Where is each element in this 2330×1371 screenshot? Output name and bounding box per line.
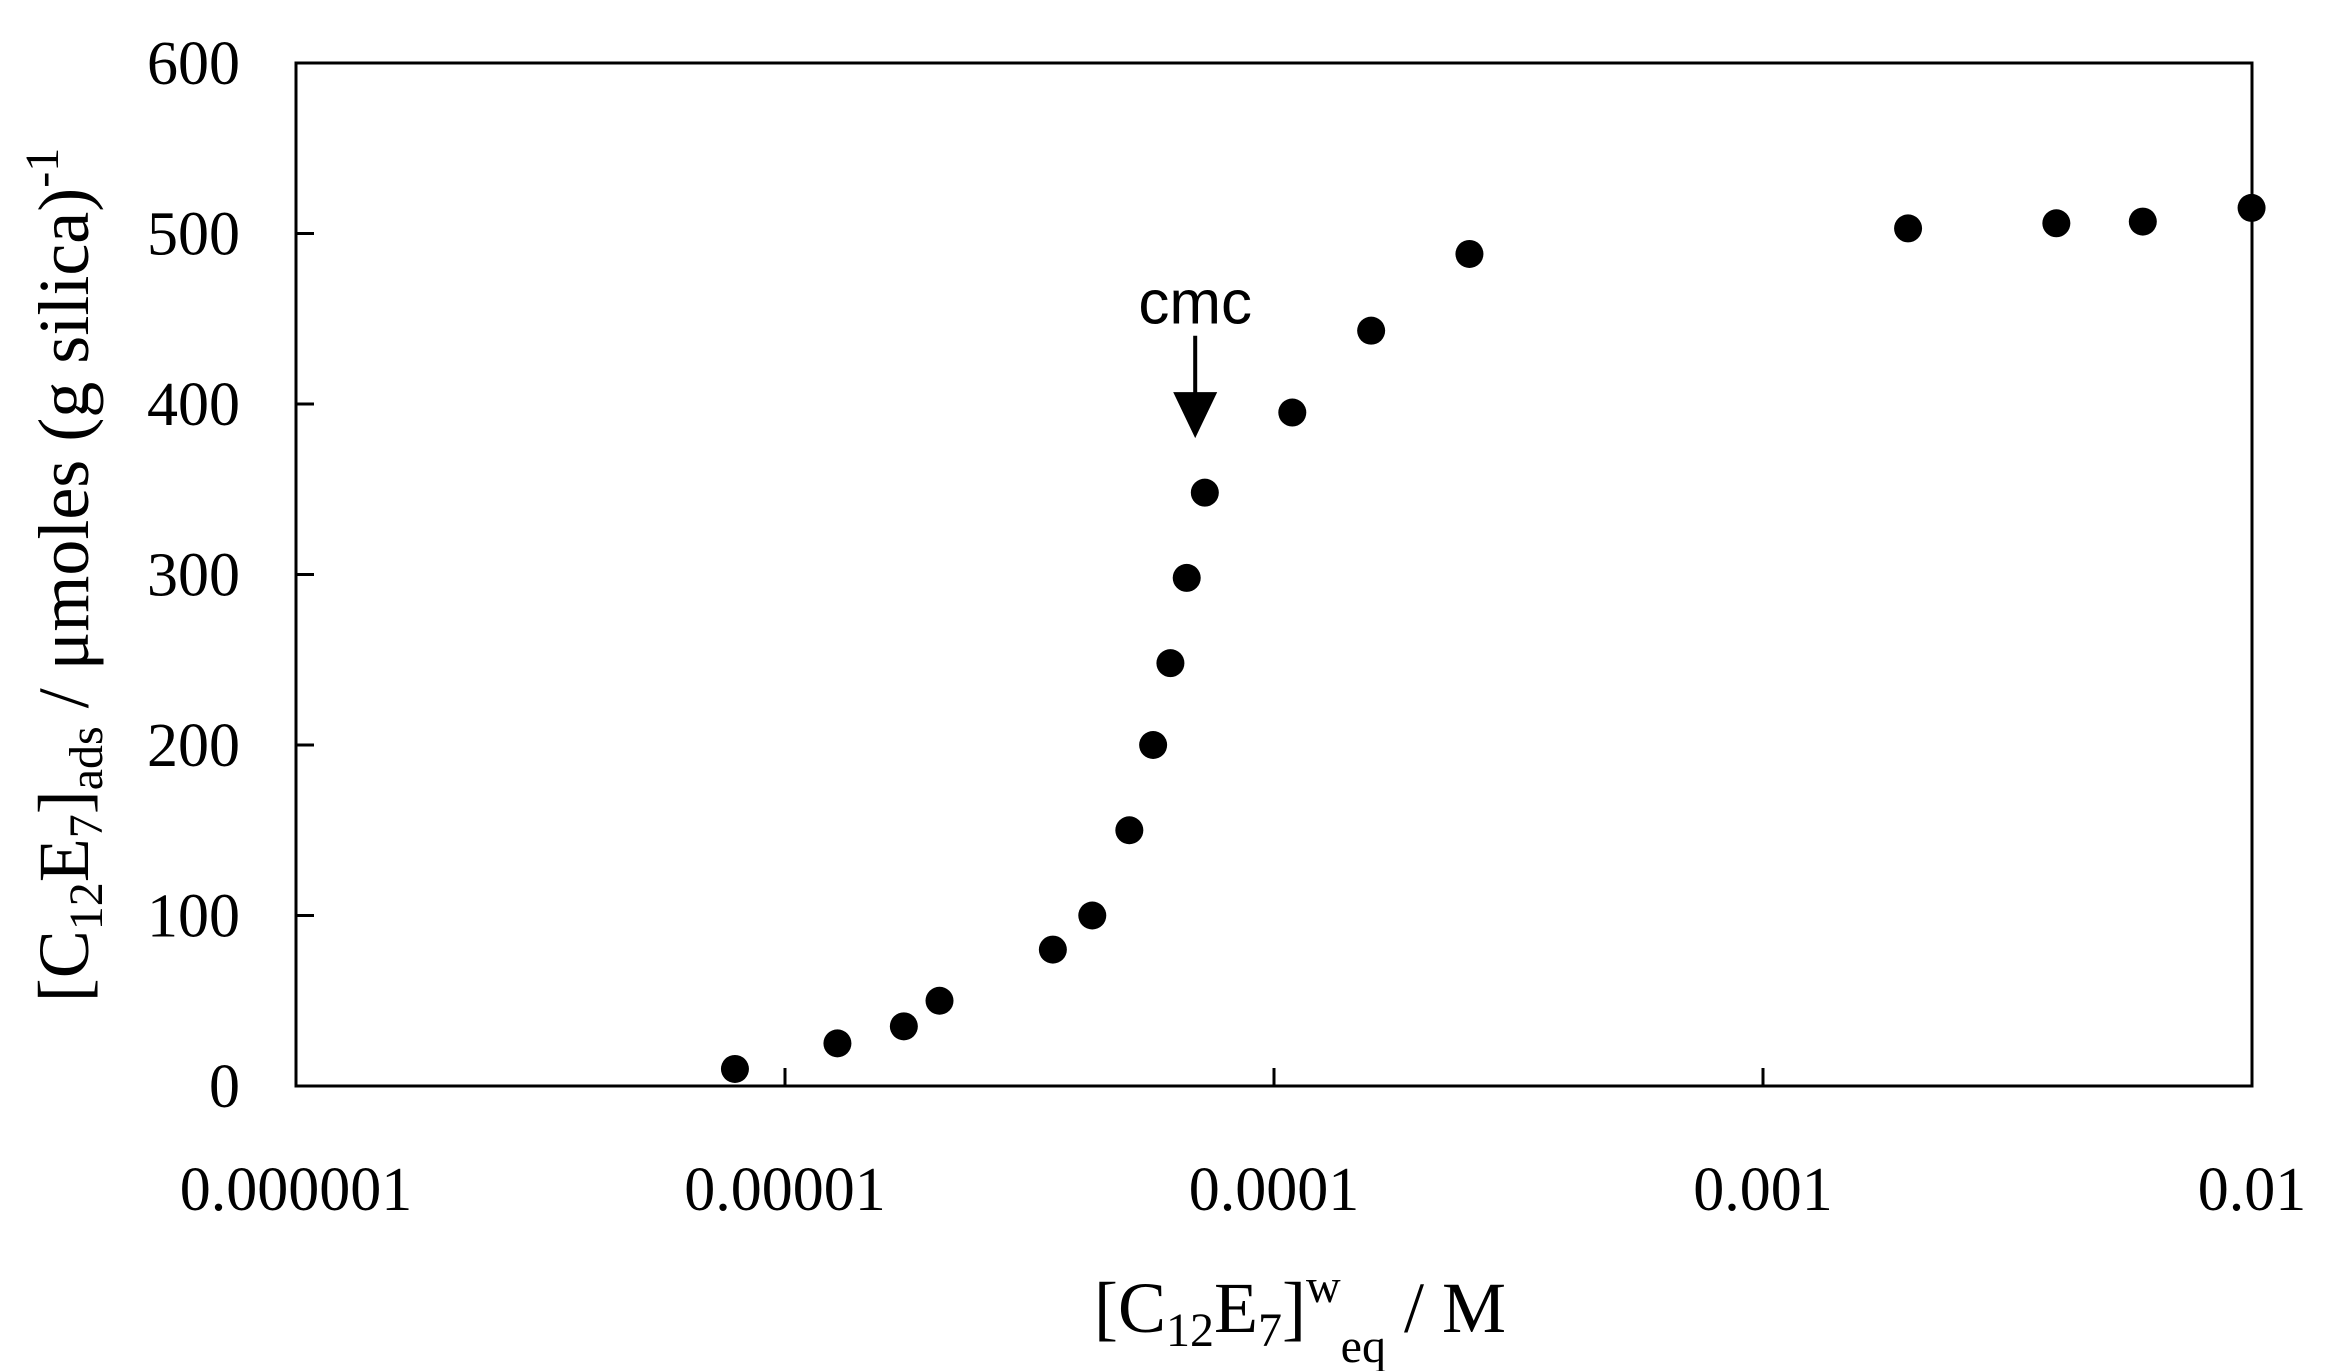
data-points [720, 193, 2266, 1083]
y-axis-title: [C12E7]ads / μmoles (g silica)-1 [16, 148, 113, 1002]
cmc-arrow-head [1173, 392, 1218, 439]
data-point [1190, 478, 1219, 507]
x-tick-label: 0.01 [2198, 1156, 2307, 1224]
data-point [2042, 209, 2071, 238]
y-tick-label: 0 [209, 1053, 240, 1121]
data-point [925, 986, 954, 1015]
x-tick-label: 0.000001 [180, 1156, 413, 1224]
x-tick-label: 0.00001 [684, 1156, 886, 1224]
data-point [1078, 901, 1107, 930]
data-point [1357, 316, 1386, 345]
data-point [1894, 214, 1923, 243]
data-point [889, 1012, 918, 1041]
data-point [1038, 935, 1067, 964]
y-tick-label: 200 [147, 712, 240, 780]
x-tick-label: 0.001 [1693, 1156, 1833, 1224]
data-point [2128, 207, 2157, 236]
data-point [1139, 731, 1168, 759]
cmc-label: cmc [1138, 269, 1252, 338]
x-axis-title: [C12E7]weq / M [1094, 1260, 1506, 1371]
data-point [1156, 649, 1185, 678]
y-tick-label: 400 [147, 371, 240, 439]
data-point [1115, 816, 1144, 845]
data-point [720, 1054, 749, 1083]
data-point [1172, 563, 1201, 592]
plot-frame [294, 61, 2254, 1088]
y-tick-label: 300 [147, 542, 240, 610]
data-point [1455, 239, 1484, 268]
data-point [2237, 193, 2266, 222]
data-point [823, 1029, 852, 1058]
y-axis-ticks: 0 100 200 300 400 500 600 [147, 30, 314, 1121]
x-tick-label: 0.0001 [1189, 1156, 1360, 1224]
y-tick-label: 100 [147, 883, 240, 951]
x-axis-ticks: 0.000001 0.00001 0.0001 0.001 0.01 [180, 1068, 2307, 1224]
y-tick-label: 500 [147, 201, 240, 269]
y-tick-label: 600 [147, 30, 240, 98]
annotations: cmc [1138, 269, 1252, 439]
data-point [1278, 398, 1307, 427]
